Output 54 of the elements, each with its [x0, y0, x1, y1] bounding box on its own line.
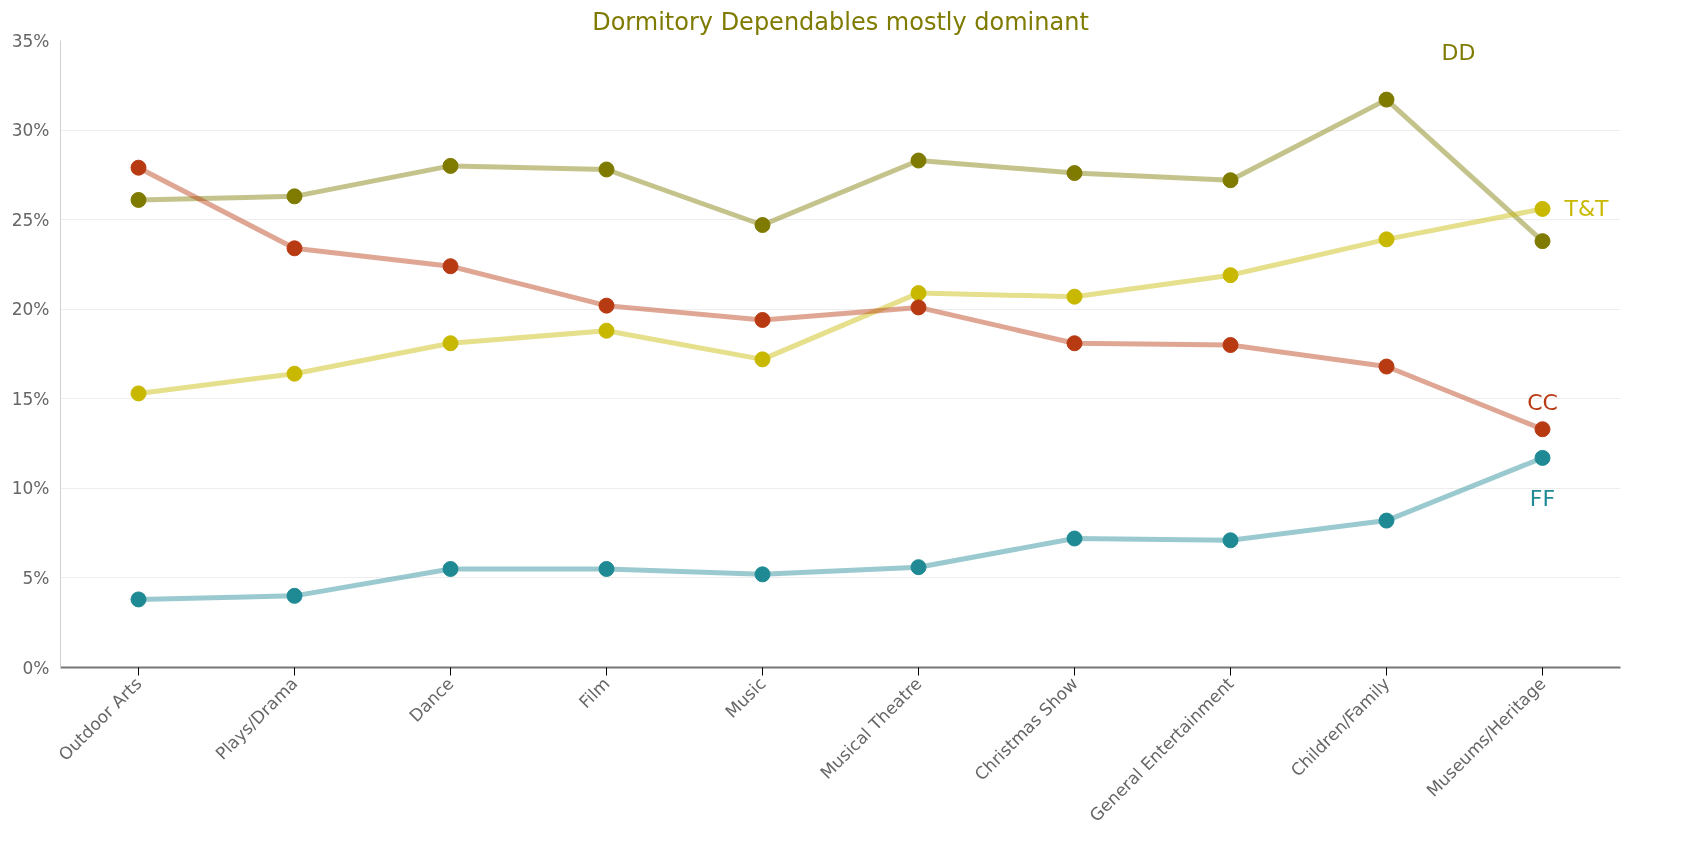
point: [910, 152, 927, 169]
point: [1534, 233, 1551, 250]
point: [1378, 512, 1395, 529]
point: [130, 385, 147, 402]
point: [442, 560, 459, 577]
point: [1534, 449, 1551, 466]
chart-title: Dormitory Dependables mostly dominant: [592, 7, 1089, 36]
point: [130, 159, 147, 176]
point: [442, 335, 459, 352]
point: [1222, 337, 1239, 354]
y-tick-label: 5%: [22, 567, 50, 588]
x-tick-label: Film: [575, 673, 614, 712]
series-label: CC: [1527, 390, 1558, 416]
point: [598, 161, 615, 178]
point: [130, 591, 147, 608]
y-tick-label: 15%: [11, 388, 50, 409]
point: [286, 365, 303, 382]
point: [754, 217, 771, 233]
point: [1378, 231, 1395, 248]
point: [598, 560, 615, 577]
point: [598, 322, 615, 339]
point: [754, 311, 771, 328]
point: [286, 240, 303, 257]
point: [442, 258, 459, 275]
point: [910, 285, 927, 302]
point: [910, 559, 927, 576]
point: [598, 297, 615, 314]
y-tick-label: 0%: [22, 657, 50, 678]
point: [1378, 358, 1395, 375]
point: [286, 587, 303, 604]
point: [910, 299, 927, 316]
point: [1066, 165, 1083, 182]
point: [1222, 172, 1239, 189]
y-tick-label: 20%: [11, 299, 50, 320]
point: [1534, 200, 1551, 217]
point: [754, 351, 771, 368]
point: [1066, 288, 1083, 305]
point: [1222, 532, 1239, 549]
y-tick-label: 30%: [11, 120, 50, 141]
text: DD: [1441, 39, 1476, 65]
series-label: FF: [1529, 485, 1556, 511]
point: [1222, 267, 1239, 284]
point: [130, 191, 147, 208]
point: [1066, 335, 1083, 352]
point: [442, 157, 459, 174]
point: [286, 188, 303, 205]
y-tick-label: 25%: [11, 209, 50, 230]
y-tick-label: 35%: [11, 30, 50, 51]
series-label: T&T: [1563, 196, 1610, 222]
y-tick-label: 10%: [11, 478, 50, 499]
point: [1534, 421, 1551, 438]
point: [1066, 530, 1083, 547]
point: [754, 566, 771, 583]
point: [1378, 91, 1395, 108]
